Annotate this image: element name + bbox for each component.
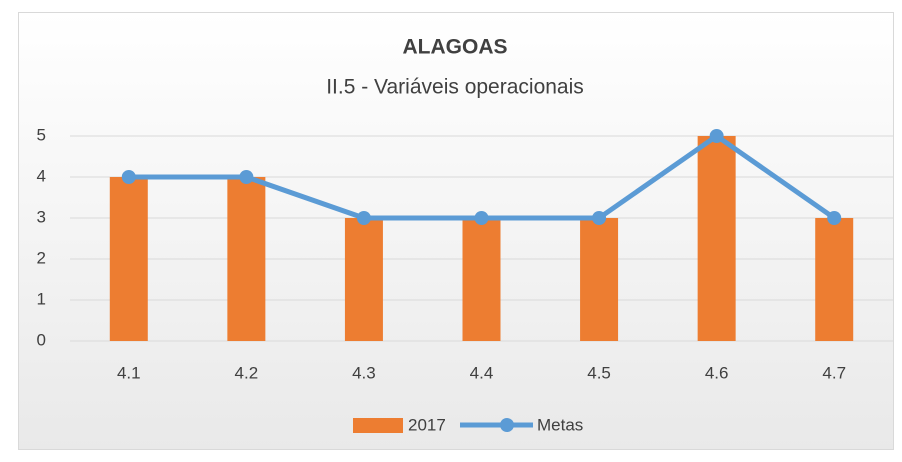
legend-label: Metas bbox=[537, 415, 583, 434]
bar bbox=[697, 136, 736, 341]
legend-label: 2017 bbox=[408, 415, 446, 434]
line-marker bbox=[592, 211, 607, 225]
bar bbox=[109, 177, 148, 341]
legend-swatch bbox=[353, 418, 403, 433]
line-marker bbox=[121, 170, 136, 184]
bar bbox=[227, 177, 266, 341]
x-tick-label: 4.6 bbox=[705, 363, 729, 382]
x-tick-label: 4.2 bbox=[235, 363, 259, 382]
y-tick-label: 0 bbox=[37, 330, 46, 349]
y-tick-label: 5 bbox=[37, 125, 46, 144]
y-tick-label: 4 bbox=[37, 166, 46, 185]
x-tick-label: 4.7 bbox=[822, 363, 846, 382]
chart-background bbox=[18, 12, 894, 450]
bar bbox=[344, 218, 383, 341]
bar bbox=[815, 218, 854, 341]
legend-marker bbox=[500, 418, 514, 432]
chart-title: ALAGOAS bbox=[403, 36, 508, 59]
y-tick-label: 3 bbox=[37, 207, 46, 226]
x-tick-label: 4.3 bbox=[352, 363, 376, 382]
y-tick-label: 2 bbox=[37, 248, 46, 267]
x-tick-label: 4.5 bbox=[587, 363, 611, 382]
x-tick-label: 4.1 bbox=[117, 363, 141, 382]
line-marker bbox=[239, 170, 254, 184]
chart-subtitle: II.5 - Variáveis operacionais bbox=[326, 76, 584, 99]
x-tick-label: 4.4 bbox=[470, 363, 494, 382]
bar bbox=[462, 218, 501, 341]
line-marker bbox=[474, 211, 489, 225]
bar bbox=[580, 218, 619, 341]
line-marker bbox=[827, 211, 842, 225]
line-marker bbox=[356, 211, 371, 225]
line-marker bbox=[709, 129, 724, 143]
y-tick-label: 1 bbox=[37, 289, 46, 308]
